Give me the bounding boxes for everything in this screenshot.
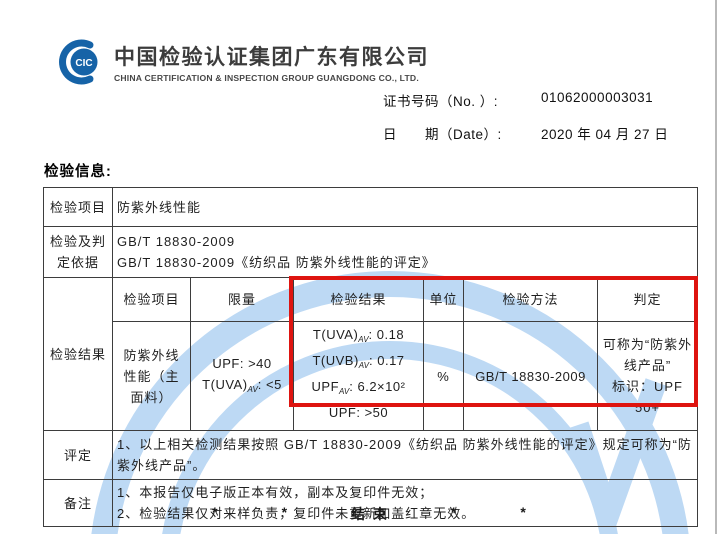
limit-value: T(UVA) bbox=[202, 376, 248, 392]
table-row: 检验项目 防紫外线性能 bbox=[43, 187, 699, 227]
col-header-limit: 限量 bbox=[190, 277, 294, 322]
end-marker: * bbox=[212, 504, 220, 520]
col-header-unit: 单位 bbox=[423, 277, 464, 322]
cell-unit: % bbox=[423, 321, 464, 431]
limit-value: : <5 bbox=[257, 376, 282, 392]
inspection-table: 检验项目 防紫外线性能 检验及判定依据 GB/T 18830-2009 GB/T… bbox=[43, 187, 699, 527]
limit-line2: T(UVA)AV: <5 bbox=[195, 374, 289, 400]
company-names: 中国检验认证集团广东有限公司 CHINA CERTIFICATION & INS… bbox=[114, 41, 429, 83]
judgement-line2: 标识：UPF 50+ bbox=[612, 379, 684, 415]
eval-text: 1、以上相关检测结果按照 GB/T 18830-2009《纺织品 防紫外线性能的… bbox=[111, 430, 699, 480]
basis-label-text: 检验及判定依据 bbox=[49, 234, 106, 270]
end-of-report-line: * * 结 束 * * bbox=[43, 504, 697, 524]
col-header-result: 检验结果 bbox=[293, 277, 424, 322]
certificate-date-row: 日 期（Date）: 2020 年 04 月 27 日 bbox=[383, 123, 713, 143]
result-value: UPF: >50 bbox=[328, 405, 389, 420]
basis-line2: GB/T 18830-2009《纺织品 防紫外线性能的评定》 bbox=[117, 255, 436, 270]
row-label-item: 检验项目 bbox=[43, 187, 113, 227]
cell-judgement: 可称为“防紫外线产品” 标识：UPF 50+ bbox=[596, 321, 699, 431]
result-value: T(UVA) bbox=[312, 327, 359, 342]
col-header-item: 检验项目 bbox=[112, 277, 191, 322]
table-row: 防紫外线性能（主面料） UPF: >40 T(UVA)AV: <5 T(UVA)… bbox=[44, 321, 699, 431]
result-subscript: AV bbox=[339, 387, 350, 396]
result-value: : 0.18 bbox=[368, 327, 405, 342]
result-value: UPF bbox=[311, 379, 340, 394]
certificate-date-value: 2020 年 04 月 27 日 bbox=[541, 127, 669, 142]
test-item-text: 防紫外线性能（主面料） bbox=[123, 347, 180, 405]
table-row: 评定 1、以上相关检测结果按照 GB/T 18830-2009《纺织品 防紫外线… bbox=[43, 430, 699, 480]
cell-test-item: 防紫外线性能（主面料） bbox=[112, 321, 191, 431]
end-marker: * bbox=[520, 504, 528, 520]
ccic-logo-icon: CIC bbox=[59, 39, 98, 85]
company-name-cn: 中国检验认证集团广东有限公司 bbox=[114, 46, 429, 69]
certificate-number-row: 证书号码（No. ）: 01062000003031 bbox=[383, 90, 713, 110]
end-label: 结 束 bbox=[351, 506, 389, 522]
col-header-judgement: 判定 bbox=[596, 277, 699, 322]
result-value: : 0.17 bbox=[369, 353, 405, 368]
col-header-method: 检验方法 bbox=[463, 277, 598, 322]
certificate-meta: 证书号码（No. ）: 01062000003031 日 期（Date）: 20… bbox=[383, 90, 713, 156]
result-value: : 6.2×10² bbox=[349, 379, 406, 394]
cell-method: GB/T 18830-2009 bbox=[463, 321, 598, 431]
company-name-en: CHINA CERTIFICATION & INSPECTION GROUP G… bbox=[114, 73, 419, 83]
judgement-line1: 可称为“防紫外线产品” bbox=[602, 337, 693, 373]
table-row: 检验及判定依据 GB/T 18830-2009 GB/T 18830-2009《… bbox=[43, 226, 699, 278]
row-label-eval: 评定 bbox=[43, 430, 113, 480]
end-marker: * bbox=[450, 504, 459, 520]
header: CIC 中国检验认证集团广东有限公司 CHINA CERTIFICATION &… bbox=[46, 38, 429, 86]
certificate-date-label: 日 期（Date）: bbox=[383, 127, 502, 142]
basis-value: GB/T 18830-2009 GB/T 18830-2009《纺织品 防紫外线… bbox=[111, 226, 699, 278]
row-label-basis: 检验及判定依据 bbox=[43, 226, 113, 278]
cell-result: T(UVA)AV: 0.18 T(UVB)AV: 0.17 UPFAV: 6.2… bbox=[293, 321, 424, 431]
limit-line1: UPF: >40 bbox=[212, 355, 272, 371]
result-line: UPFAV: 6.2×10² bbox=[298, 376, 419, 402]
logo-outer-c bbox=[59, 39, 94, 85]
logo-circle bbox=[70, 48, 98, 76]
cell-limit: UPF: >40 T(UVA)AV: <5 bbox=[190, 321, 294, 431]
limit-subscript: AV bbox=[247, 384, 258, 394]
row-label-results: 检验结果 bbox=[43, 277, 113, 431]
page-edge-line bbox=[715, 0, 717, 534]
end-marker: * bbox=[281, 504, 290, 520]
table-row: 检验结果 检验项目 限量 检验结果 单位 检验方法 判定 bbox=[43, 277, 699, 431]
result-value: T(UVB) bbox=[312, 353, 359, 368]
certificate-number-label: 证书号码（No. ）: bbox=[383, 94, 499, 109]
basis-line1: GB/T 18830-2009 bbox=[117, 234, 236, 249]
section-title: 检验信息: bbox=[44, 164, 112, 180]
result-subscript: AV bbox=[358, 335, 369, 344]
item-value: 防紫外线性能 bbox=[111, 187, 699, 227]
result-subscript: AV bbox=[358, 361, 370, 370]
note-line1: 1、本报告仅电子版正本有效，副本及复印件无效； bbox=[117, 485, 434, 500]
logo-text: CIC bbox=[75, 58, 92, 69]
result-line: T(UVA)AV: 0.18 bbox=[298, 324, 419, 350]
result-line: UPF: >50 bbox=[298, 402, 419, 428]
certificate-number-value: 01062000003031 bbox=[541, 90, 654, 105]
result-line: T(UVB)AV: 0.17 bbox=[298, 350, 419, 376]
